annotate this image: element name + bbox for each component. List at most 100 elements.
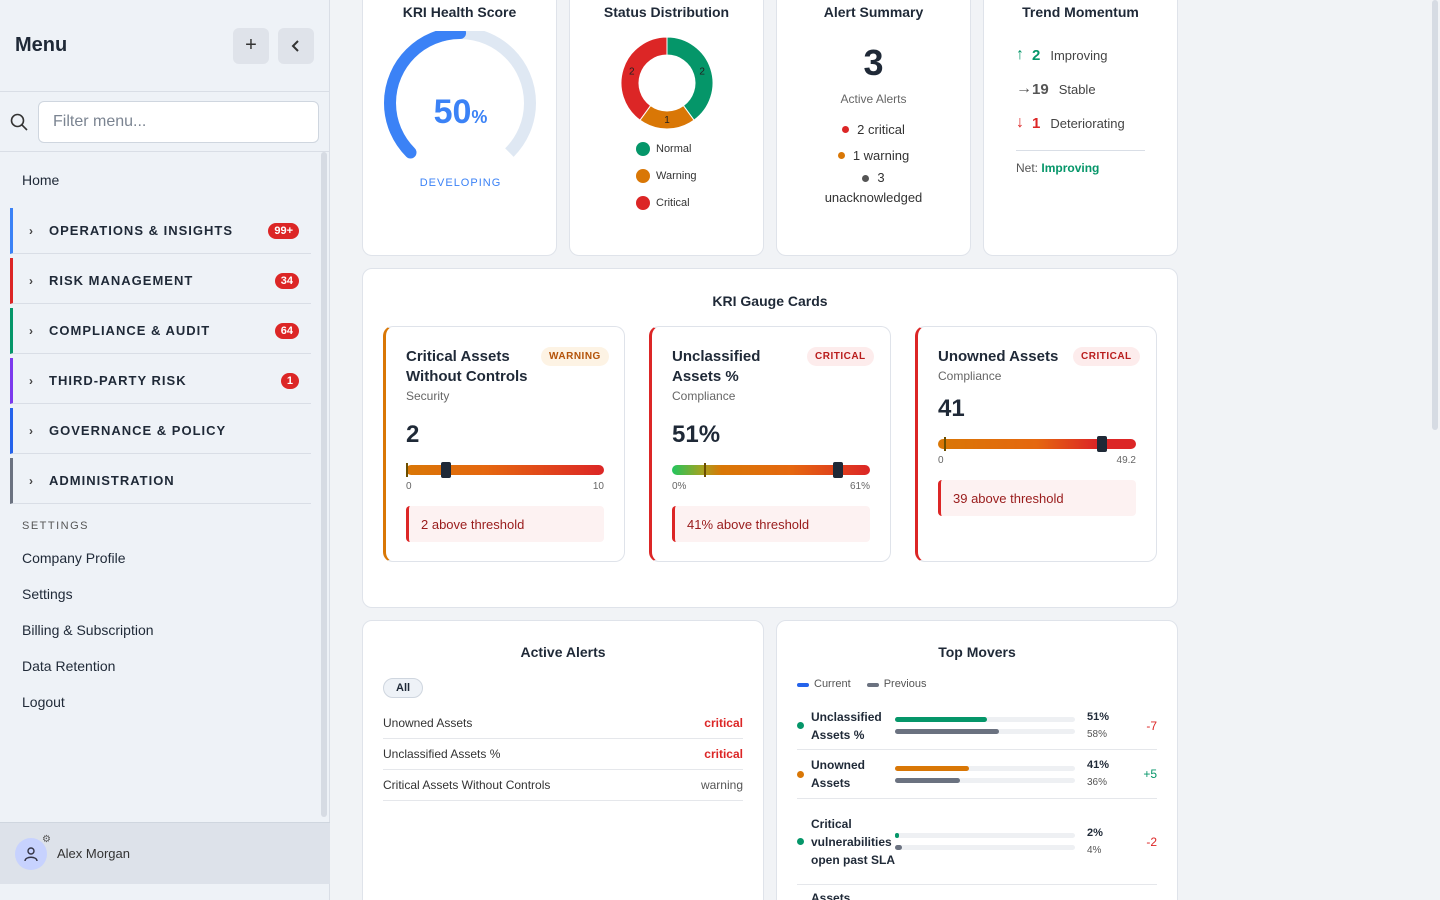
health-gauge-fill bbox=[383, 31, 536, 179]
status-distribution-title: Status Distribution bbox=[603, 4, 730, 20]
sidebar-group-label: COMPLIANCE & AUDIT bbox=[49, 323, 211, 338]
gauge-max: 49.2 bbox=[1116, 455, 1136, 466]
gauge-max: 10 bbox=[592, 481, 604, 492]
gauge-title-block: Unowned Assets Compliance bbox=[938, 347, 1073, 383]
gauge-card[interactable]: Critical Assets Without Controls Securit… bbox=[383, 326, 625, 562]
settings-link-1[interactable]: Settings bbox=[22, 586, 73, 602]
settings-link-2[interactable]: Billing & Subscription bbox=[22, 622, 154, 638]
mover-name: Unowned Assets bbox=[811, 758, 865, 790]
chevron-left-icon bbox=[291, 39, 299, 52]
mover-name: Critical vulnerabilities open past SLA bbox=[811, 816, 896, 867]
threshold-note: 39 above threshold bbox=[938, 480, 1136, 516]
active-alerts-panel: Active Alerts All Unowned Assets critica… bbox=[362, 620, 764, 900]
gauge-head: Unclassified Assets % Compliance CRITICA… bbox=[672, 347, 874, 403]
settings-link-4[interactable]: Logout bbox=[22, 694, 65, 710]
mover-delta: -2 bbox=[1146, 834, 1157, 849]
alert-row[interactable]: Critical Assets Without Controls warning bbox=[383, 770, 743, 801]
gauge-card[interactable]: Unowned Assets Compliance CRITICAL 41 0 … bbox=[915, 326, 1157, 562]
sidebar-group-label: GOVERNANCE & POLICY bbox=[49, 423, 227, 438]
gauge-name: Unclassified Assets % bbox=[672, 348, 761, 385]
sidebar-group-3[interactable]: › THIRD-PARTY RISK 1 bbox=[10, 358, 311, 404]
sidebar-group-5[interactable]: › ADMINISTRATION bbox=[10, 458, 311, 504]
current-bar bbox=[895, 765, 969, 771]
gauge-title-block: Unclassified Assets % Compliance bbox=[672, 347, 807, 403]
alert-row[interactable]: Unowned Assets critical bbox=[383, 708, 743, 739]
add-button[interactable]: + bbox=[233, 27, 269, 64]
trend-improving: ↑ 2 Improving bbox=[1016, 46, 1108, 64]
filter-menu-input[interactable] bbox=[38, 100, 319, 143]
sidebar-group-2[interactable]: › COMPLIANCE & AUDIT 64 bbox=[10, 308, 311, 354]
count-badge: 99+ bbox=[268, 222, 299, 239]
avatar[interactable]: ⚙ bbox=[15, 834, 51, 870]
legend-item-critical[interactable]: Critical bbox=[636, 189, 697, 216]
alert-row[interactable]: Unclassified Assets % critical bbox=[383, 739, 743, 770]
sidebar-group-label: ADMINISTRATION bbox=[49, 473, 175, 488]
gauge-min: 0% bbox=[672, 481, 687, 492]
status-badge: CRITICAL bbox=[807, 347, 874, 366]
arrow-down-icon: ↓ bbox=[1016, 114, 1024, 131]
gauge-scale: 0% 61% bbox=[672, 481, 870, 492]
count-badge: 64 bbox=[274, 322, 299, 339]
top-mover-row[interactable]: Unowned Assets 41% 36% +5 bbox=[797, 750, 1157, 799]
gauge-bar bbox=[672, 462, 870, 478]
donut-slice-critical[interactable] bbox=[620, 36, 668, 121]
sidebar: Menu + Home › OPERATIONS & INSIGHTS99+› … bbox=[0, 0, 330, 900]
threshold-note: 41% above threshold bbox=[672, 506, 870, 542]
chevron-right-icon: › bbox=[29, 373, 34, 388]
alert-level: warning bbox=[700, 778, 743, 792]
previous-value: 36% bbox=[1087, 777, 1108, 788]
mover-values: 2% 4% bbox=[1075, 824, 1115, 860]
top-mover-row[interactable]: Unclassified Assets % 51% 58% -7 bbox=[797, 702, 1157, 750]
user-profile[interactable]: ⚙ Alex Morgan bbox=[0, 822, 330, 884]
chevron-right-icon: › bbox=[29, 273, 34, 288]
alert-summary-card: Alert Summary 3 Active Alerts 2 critical… bbox=[776, 0, 971, 256]
gauge-value: 51% bbox=[672, 421, 721, 448]
user-icon bbox=[24, 846, 38, 861]
trend-net: Net: Improving bbox=[1016, 150, 1145, 175]
settings-link-0[interactable]: Company Profile bbox=[22, 550, 126, 566]
trend-stable: → 19 Stable bbox=[1016, 80, 1096, 98]
legend-item-warning[interactable]: Warning bbox=[636, 162, 697, 189]
kri-health-card: KRI Health Score 50% DEVELOPING bbox=[362, 0, 557, 256]
kri-gauge-cards-panel: KRI Gauge Cards Critical Assets Without … bbox=[362, 268, 1178, 608]
critical-count: 2 critical bbox=[777, 116, 970, 142]
settings-link-3[interactable]: Data Retention bbox=[22, 658, 116, 674]
sidebar-group-label: OPERATIONS & INSIGHTS bbox=[49, 223, 233, 238]
donut-label-critical: 2 bbox=[629, 67, 635, 78]
active-alerts-title: Active Alerts bbox=[520, 644, 606, 660]
gauge-card[interactable]: Unclassified Assets % Compliance CRITICA… bbox=[649, 326, 891, 562]
mover-status-dot bbox=[797, 722, 804, 729]
sidebar-group-0[interactable]: › OPERATIONS & INSIGHTS 99+ bbox=[10, 208, 311, 254]
page-scrollbar[interactable] bbox=[1432, 0, 1438, 430]
filter-all-chip[interactable]: All bbox=[383, 678, 424, 698]
gauge-category: Security bbox=[406, 389, 450, 403]
sidebar-group-label: RISK MANAGEMENT bbox=[49, 273, 194, 288]
legend-item-normal[interactable]: Normal bbox=[636, 135, 697, 162]
top-mover-next-name: Assets bbox=[811, 891, 851, 900]
previous-bar bbox=[895, 777, 960, 783]
top-mover-row[interactable]: Critical vulnerabilities open past SLA 2… bbox=[797, 799, 1157, 885]
sidebar-group-4[interactable]: › GOVERNANCE & POLICY bbox=[10, 408, 311, 454]
sidebar-scrollbar[interactable] bbox=[321, 152, 327, 817]
legend-swatch bbox=[636, 168, 650, 183]
sidebar-item-home[interactable]: Home bbox=[22, 172, 60, 188]
mover-delta: +5 bbox=[1143, 767, 1157, 781]
alert-level: critical bbox=[704, 716, 743, 730]
alert-name: Critical Assets Without Controls bbox=[383, 778, 551, 792]
previous-bar bbox=[895, 729, 1000, 734]
top-movers-panel: Top Movers Current Previous Unclassified… bbox=[776, 620, 1178, 900]
sidebar-group-label: THIRD-PARTY RISK bbox=[49, 373, 187, 388]
kri-gauge-cards-title: KRI Gauge Cards bbox=[712, 293, 828, 309]
count-badge: 34 bbox=[274, 272, 299, 289]
gauge-scale: 0 10 bbox=[406, 481, 604, 492]
gauge-marker bbox=[833, 462, 844, 478]
sidebar-nav: Home › OPERATIONS & INSIGHTS 99+ › RISK MA… bbox=[0, 152, 329, 720]
previous-value: 58% bbox=[1087, 728, 1108, 740]
status-badge: WARNING bbox=[541, 347, 609, 366]
gauge-scale: 0 49.2 bbox=[938, 455, 1136, 466]
current-value: 51% bbox=[1087, 710, 1110, 723]
sidebar-group-1[interactable]: › RISK MANAGEMENT 34 bbox=[10, 258, 311, 304]
donut-slice-normal[interactable] bbox=[666, 36, 714, 121]
collapse-sidebar-button[interactable] bbox=[278, 27, 314, 64]
trend-deteriorating: ↓ 1 Deteriorating bbox=[1016, 114, 1125, 132]
